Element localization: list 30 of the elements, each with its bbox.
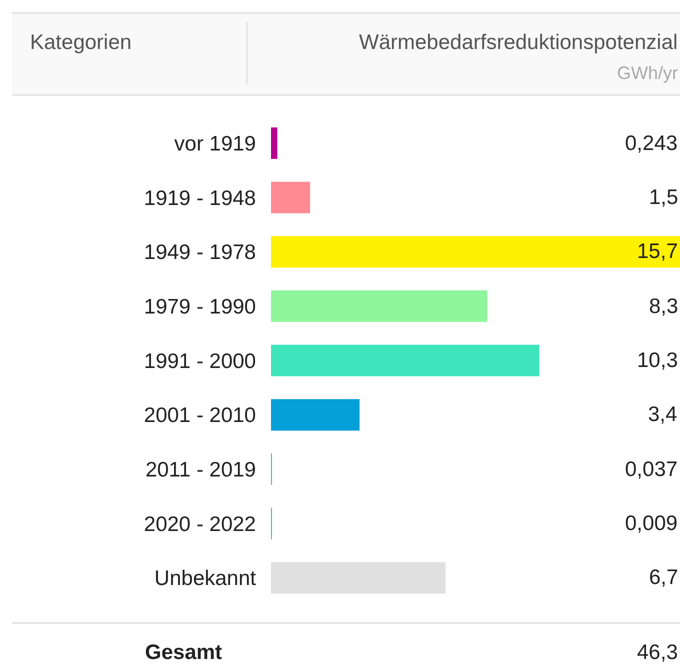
y-tick-label: 1991 - 2000 (144, 350, 256, 373)
y-tick-label: 2020 - 2022 (144, 512, 256, 536)
data-label: 0,243 (625, 132, 678, 155)
y-axis-title: Kategorien (30, 31, 132, 54)
text: Gesamt (145, 641, 222, 664)
data-label: 1,5 (649, 186, 678, 209)
data-label: 3,4 (648, 403, 678, 426)
bar (271, 236, 680, 268)
data-label: 0,009 (625, 512, 678, 535)
y-tick-label: 2011 - 2019 (145, 458, 256, 482)
bar (271, 399, 360, 431)
y-tick-label: 1919 - 1948 (144, 186, 256, 210)
data-label: 6,7 (649, 566, 678, 589)
y-tick-label: 1949 - 1978 (144, 241, 256, 264)
data-label: 10,3 (637, 349, 678, 372)
data-label: 0,037 (625, 458, 678, 481)
bar (271, 127, 278, 159)
bar (271, 344, 540, 376)
y-tick-label: vor 1919 (174, 132, 256, 156)
text: 46,3 (637, 641, 678, 664)
y-tick-label: Unbekannt (154, 567, 256, 590)
data-label: 8,3 (649, 295, 678, 318)
chart-subtitle: GWh/yr (617, 63, 678, 83)
y-tick-label: 1979 - 1990 (144, 296, 256, 319)
bar (271, 290, 488, 322)
y-tick-label: 2001 - 2010 (144, 404, 256, 428)
bar (271, 562, 446, 594)
bar (271, 182, 310, 214)
data-label: 15,7 (637, 240, 678, 263)
chart-title: Wärmebedarfsreduktionspotenzial (359, 31, 678, 54)
